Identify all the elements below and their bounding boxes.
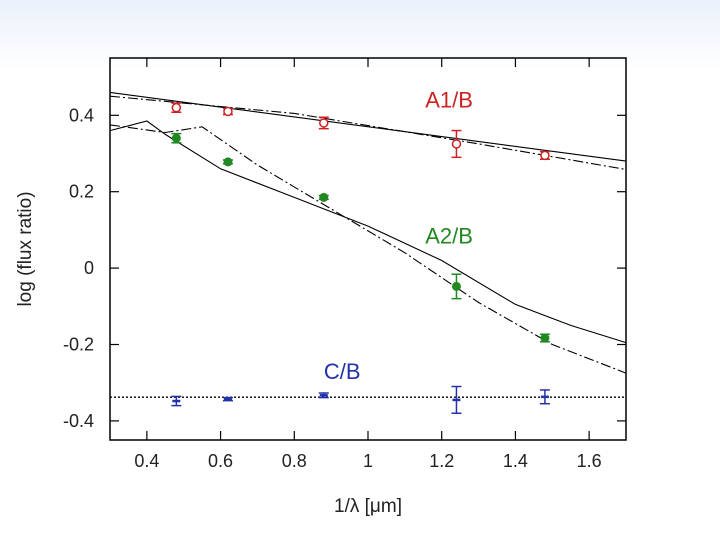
series-c-b: C/B (171, 359, 550, 415)
data-point (171, 102, 182, 113)
data-point (540, 150, 550, 161)
series-label: A2/B (425, 223, 473, 248)
y-tick-label: 0 (84, 258, 94, 278)
data-point (540, 333, 550, 343)
y-axis-label: log (flux ratio) (15, 191, 36, 306)
data-series: A1/B A2/B C/B (171, 88, 550, 415)
y-tick-label: 0.4 (69, 105, 94, 125)
data-point (451, 139, 462, 149)
x-tick-label: 0.6 (208, 451, 233, 471)
series-label: C/B (324, 359, 361, 384)
x-tick-label: 0.8 (282, 451, 307, 471)
data-point (319, 192, 329, 202)
series-a1-b: A1/B (171, 88, 550, 161)
data-point (319, 118, 329, 128)
x-tick-label: 1.4 (503, 451, 528, 471)
y-axis-ticks: -0.4 -0.2 0 0.2 0.4 (63, 105, 626, 431)
series-a2-b: A2/B (171, 132, 550, 343)
model-curve-solid (109, 91, 627, 162)
data-point (171, 133, 181, 143)
model-curves (109, 91, 627, 398)
y-tick-label: -0.2 (63, 335, 94, 355)
y-tick-label: -0.4 (63, 411, 94, 431)
x-axis-ticks: 0.4 0.6 0.8 1 1.2 1.4 1.6 (134, 58, 602, 471)
data-point (223, 157, 233, 167)
x-axis-label: 1/λ [μm] (334, 496, 402, 517)
model-curve-dashdot (109, 95, 627, 171)
x-tick-label: 1 (363, 451, 373, 471)
model-curve-dashdot (109, 124, 627, 374)
model-curve-solid (109, 120, 627, 344)
y-tick-label: 0.2 (69, 182, 94, 202)
x-tick-label: 1.2 (429, 451, 454, 471)
data-point (223, 106, 233, 117)
plot-frame (109, 57, 627, 441)
x-tick-label: 0.4 (134, 451, 159, 471)
series-label: A1/B (425, 88, 473, 113)
x-tick-label: 1.6 (577, 451, 602, 471)
data-point (451, 281, 461, 291)
